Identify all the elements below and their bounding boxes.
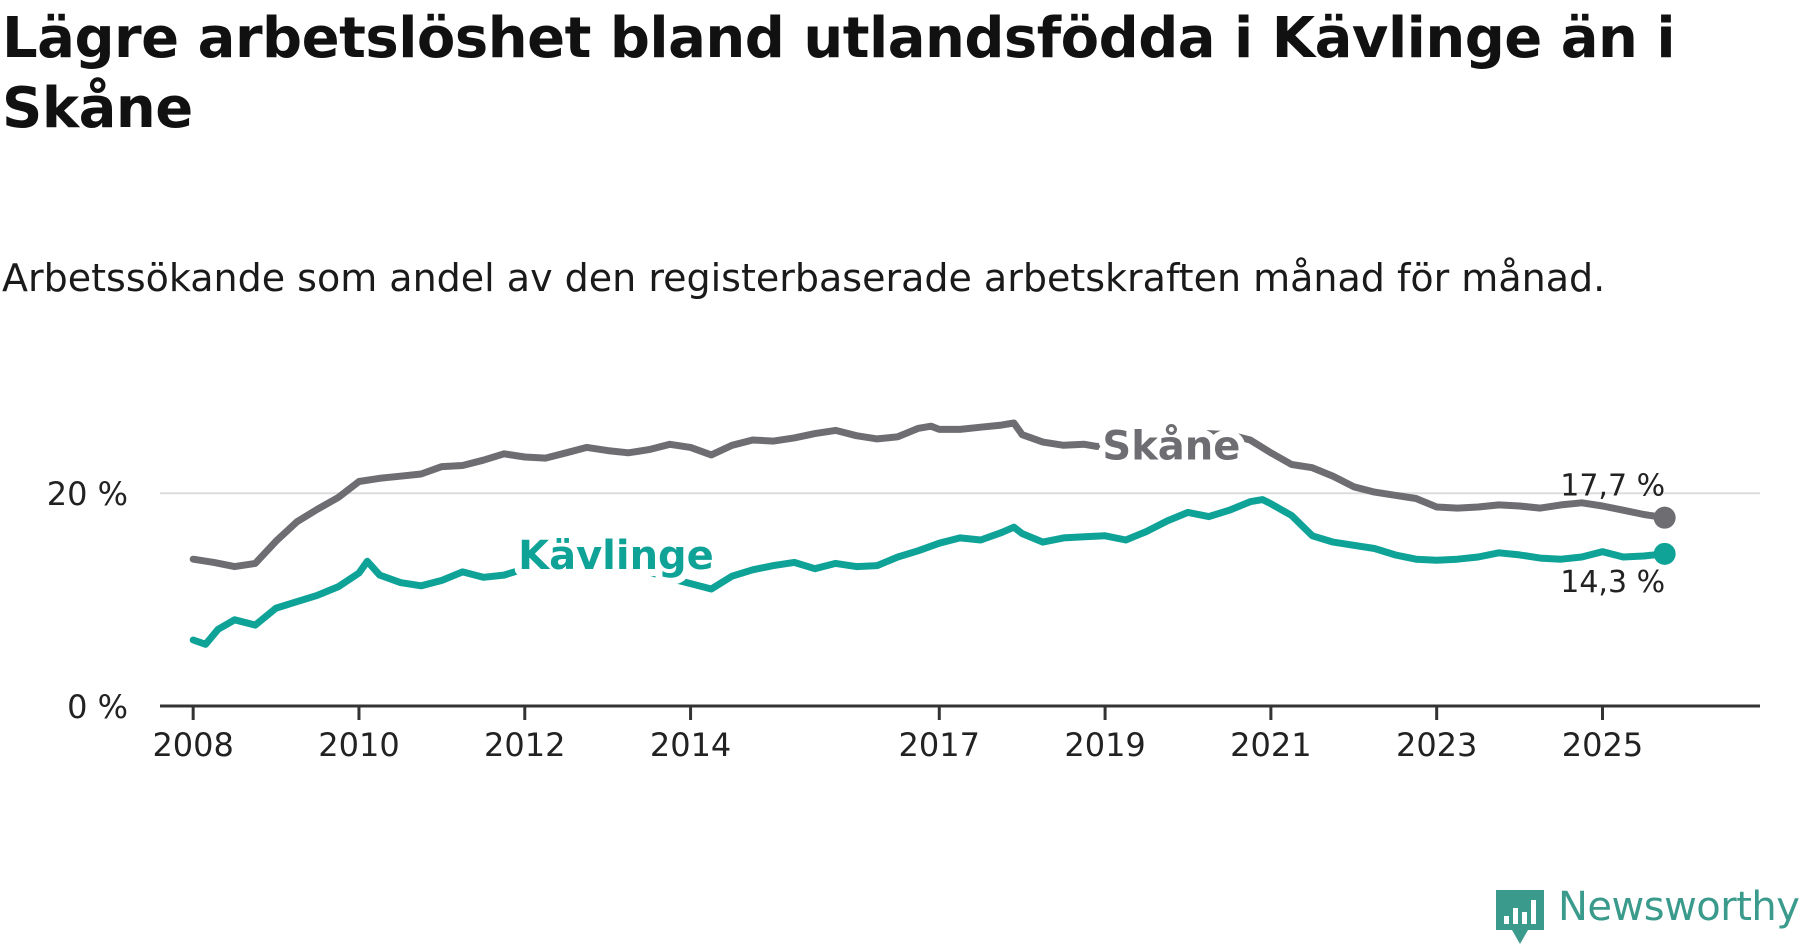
y-axis: 0 % 20 % [47, 475, 128, 726]
series-name-label-skane: Skåne [1102, 422, 1240, 469]
y-tick-label-20: 20 % [47, 475, 128, 513]
series-line-skane [189, 419, 1669, 571]
x-tick-label-2019: 2019 [1064, 726, 1145, 764]
series-end-marker-kavlinge [1653, 542, 1676, 565]
newsworthy-logo-icon [1496, 890, 1544, 944]
chart-title: Lägre arbetslöshet bland utlandsfödda i … [2, 6, 1676, 141]
series-name-halo-kavlinge: Kävlinge [518, 533, 714, 579]
x-tick-label-2010: 2010 [318, 726, 399, 764]
x-tick-label-2025: 2025 [1562, 726, 1643, 764]
series-end-label-skane: 17,7 % [1560, 469, 1665, 504]
x-tick-label-2012: 2012 [484, 726, 565, 764]
chart-subtitle: Arbetssökande som andel av den registerb… [2, 256, 1606, 300]
x-tick-label-2008: 2008 [152, 726, 233, 764]
series-lines [189, 419, 1676, 648]
x-axis: 2008 2010 2012 2014 2017 2019 2021 2023 2025 [152, 704, 1760, 764]
brand-name: Newsworthy [1558, 884, 1800, 930]
y-tick-label-0: 0 % [67, 688, 128, 726]
x-tick-label-2017: 2017 [899, 726, 980, 764]
series-name-halo-skane: Skåne [1102, 422, 1240, 469]
x-tick-label-2014: 2014 [650, 726, 731, 764]
series-line-kavlinge [189, 496, 1669, 648]
line-chart: 0 % 20 % 2008 2010 2012 2014 2017 2019 2021 2023… [46, 415, 1760, 764]
series-end-label-kavlinge: 14,3 % [1560, 565, 1665, 600]
series-end-marker-skane [1653, 506, 1676, 529]
x-tick-label-2021: 2021 [1230, 726, 1311, 764]
series-name-label-kavlinge: Kävlinge [518, 533, 714, 579]
x-tick-label-2023: 2023 [1396, 726, 1477, 764]
